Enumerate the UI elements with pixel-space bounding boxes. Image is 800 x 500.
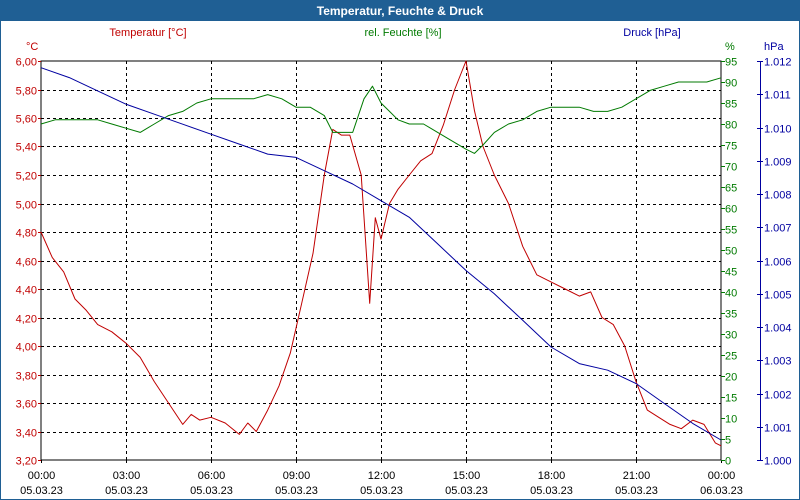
series-line-pressure bbox=[40, 67, 722, 441]
temp-tick-label: 6,00 bbox=[16, 57, 37, 69]
x-tick-time: 00:00 bbox=[708, 470, 736, 482]
temp-unit-label: °C bbox=[26, 41, 38, 53]
hum-tick-label: 65 bbox=[725, 183, 737, 195]
pres-tick-label: 1.005 bbox=[764, 290, 792, 302]
hum-tick-label: 85 bbox=[725, 99, 737, 111]
series-layer bbox=[40, 60, 722, 447]
pres-tick-label: 1.011 bbox=[764, 90, 791, 102]
x-tick-time: 18:00 bbox=[538, 470, 566, 482]
hum-tick-label: 95 bbox=[725, 57, 737, 69]
axes bbox=[38, 60, 763, 463]
hum-tick-label: 30 bbox=[725, 330, 737, 342]
temp-tick-label: 4,40 bbox=[16, 285, 37, 297]
hum-tick-label: 20 bbox=[725, 372, 737, 384]
pres-tick-label: 1.001 bbox=[764, 423, 792, 435]
x-tick-date: 05.03.23 bbox=[275, 485, 318, 497]
hum-tick-label: 50 bbox=[725, 246, 737, 258]
x-tick-date: 05.03.23 bbox=[530, 485, 573, 497]
pres-tick-label: 1.006 bbox=[764, 257, 792, 269]
temp-tick-label: 4,60 bbox=[16, 257, 37, 269]
legend-humidity: rel. Feuchte [%] bbox=[364, 27, 441, 39]
pres-tick-label: 1.012 bbox=[764, 57, 792, 69]
temp-tick-label: 3,40 bbox=[16, 428, 37, 440]
x-tick-time: 06:00 bbox=[198, 470, 226, 482]
x-tick-date: 05.03.23 bbox=[190, 485, 233, 497]
x-tick-time: 12:00 bbox=[368, 470, 396, 482]
temp-tick-label: 3,20 bbox=[16, 456, 37, 468]
x-tick-date: 05.03.23 bbox=[105, 485, 148, 497]
x-tick-time: 21:00 bbox=[623, 470, 651, 482]
temp-tick-label: 5,80 bbox=[16, 86, 37, 98]
hum-tick-label: 90 bbox=[725, 78, 737, 90]
temp-tick-label: 3,80 bbox=[16, 371, 37, 383]
chart-title: Temperatur, Feuchte & Druck bbox=[1, 1, 799, 21]
hum-tick-label: 45 bbox=[725, 267, 737, 279]
x-tick-date: 06.03.23 bbox=[700, 485, 743, 497]
x-tick-time: 03:00 bbox=[113, 470, 141, 482]
temp-tick-label: 5,00 bbox=[16, 200, 37, 212]
pres-tick-label: 1.009 bbox=[764, 157, 792, 169]
pres-tick-label: 1.007 bbox=[764, 223, 792, 235]
pres-tick-label: 1.010 bbox=[764, 124, 792, 136]
temp-tick-label: 4,20 bbox=[16, 314, 37, 326]
hum-tick-label: 35 bbox=[725, 309, 737, 321]
pres-tick-label: 1.000 bbox=[764, 456, 792, 468]
hum-unit-label: % bbox=[725, 41, 735, 53]
hum-tick-label: 40 bbox=[725, 288, 737, 300]
pres-tick-label: 1.008 bbox=[764, 190, 792, 202]
hum-tick-label: 5 bbox=[725, 435, 731, 447]
pres-unit-label: hPa bbox=[764, 41, 784, 53]
temp-tick-label: 5,20 bbox=[16, 171, 37, 183]
hum-tick-label: 80 bbox=[725, 120, 737, 132]
hum-tick-label: 0 bbox=[725, 456, 731, 468]
pres-tick-label: 1.002 bbox=[764, 390, 792, 402]
hum-tick-label: 15 bbox=[725, 393, 737, 405]
tick-labels: 6,00 5,80 5,60 5,40 5,20 5,00 4,80 4,60 4,40 4,20… bbox=[16, 27, 792, 497]
x-tick-date: 05.03.23 bbox=[20, 485, 63, 497]
hum-tick-label: 70 bbox=[725, 162, 737, 174]
hum-tick-label: 55 bbox=[725, 225, 737, 237]
x-tick-time: 15:00 bbox=[453, 470, 481, 482]
pres-tick-label: 1.004 bbox=[764, 323, 792, 335]
temp-tick-label: 4,80 bbox=[16, 228, 37, 240]
x-tick-date: 05.03.23 bbox=[615, 485, 658, 497]
hum-tick-label: 25 bbox=[725, 351, 737, 363]
temp-tick-label: 5,40 bbox=[16, 142, 37, 154]
grid bbox=[41, 61, 721, 460]
hum-tick-label: 75 bbox=[725, 141, 737, 153]
legend-temperature: Temperatur [°C] bbox=[109, 27, 186, 39]
series-line-temperature bbox=[40, 60, 722, 447]
legend-pressure: Druck [hPa] bbox=[623, 27, 680, 39]
x-tick-date: 05.03.23 bbox=[445, 485, 488, 497]
hum-tick-label: 60 bbox=[725, 204, 737, 216]
x-tick-time: 09:00 bbox=[283, 470, 311, 482]
x-tick-time: 00:00 bbox=[28, 470, 56, 482]
temp-tick-label: 3,60 bbox=[16, 399, 37, 411]
series-line-humidity bbox=[40, 77, 722, 154]
pres-tick-label: 1.003 bbox=[764, 356, 792, 368]
temp-tick-label: 5,60 bbox=[16, 114, 37, 126]
x-tick-date: 05.03.23 bbox=[360, 485, 403, 497]
temp-tick-label: 4,00 bbox=[16, 342, 37, 354]
hum-tick-label: 10 bbox=[725, 414, 737, 426]
